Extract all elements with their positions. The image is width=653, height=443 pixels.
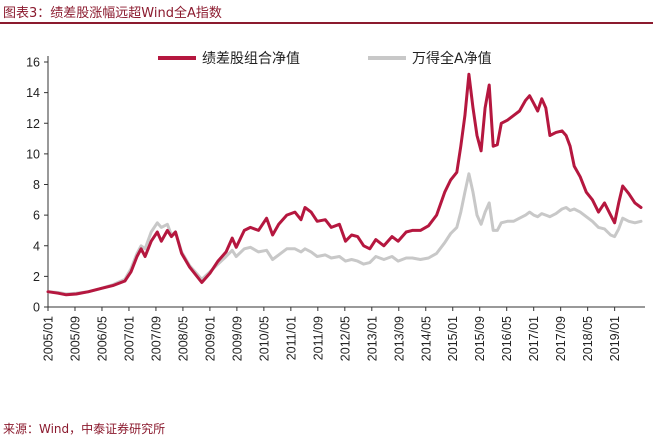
- x-tick-label: 2011/09: [311, 316, 325, 360]
- x-tick-label: 2016/05: [500, 316, 514, 361]
- x-tick-label: 2015/09: [473, 316, 487, 361]
- y-tick-label: 10: [26, 147, 40, 161]
- series-line-1: [46, 72, 643, 297]
- y-tick-label: 12: [26, 117, 40, 131]
- y-tick-label: 16: [26, 56, 40, 70]
- x-tick-label: 2011/01: [284, 316, 298, 360]
- x-tick-label: 2013/09: [392, 316, 406, 361]
- y-tick-label: 2: [33, 270, 40, 284]
- series-line-2: [46, 172, 643, 296]
- x-tick-label: 2007/01: [122, 316, 136, 361]
- legend: 绩差股组合净值 万得全A净值: [158, 50, 492, 67]
- x-tick-label: 2018/05: [581, 316, 595, 361]
- x-tick-label: 2005/01: [42, 316, 56, 361]
- x-tick-label: 2009/01: [203, 316, 217, 361]
- legend-label-series-2: 万得全A净值: [412, 50, 492, 67]
- figure-source: 来源：Wind，中泰证券研究所: [3, 422, 166, 436]
- x-tick-label: 2006/05: [95, 316, 109, 361]
- x-tick-label: 2009/09: [230, 316, 244, 361]
- x-tick-label: 2013/01: [365, 316, 379, 361]
- x-tick-label: 2017/09: [554, 316, 568, 361]
- y-tick-label: 0: [33, 301, 40, 315]
- y-tick-label: 4: [33, 239, 40, 253]
- x-tick-label: 2019/01: [608, 316, 622, 361]
- legend-label-series-1: 绩差股组合净值: [202, 51, 300, 67]
- x-tick-label: 2015/01: [446, 316, 460, 361]
- figure-title: 图表3：绩差股涨幅远超Wind全A指数: [3, 6, 222, 21]
- y-axis: 0 2 4 6 8 10 12 14 16: [26, 56, 49, 315]
- x-axis: 2005/01 2005/09 2006/05 2007/01 2007/09 2008/…: [42, 306, 645, 361]
- x-tick-label: 2017/01: [527, 316, 541, 361]
- x-tick-label: 2007/09: [149, 316, 163, 361]
- x-tick-label: 2012/05: [338, 316, 352, 361]
- y-tick-label: 8: [33, 178, 40, 192]
- x-tick-label: 2014/05: [419, 316, 433, 361]
- y-tick-label: 14: [26, 86, 40, 100]
- x-tick-label: 2008/05: [176, 316, 190, 361]
- x-tick-label: 2010/05: [257, 316, 271, 361]
- x-tick-label: 2005/09: [68, 316, 82, 361]
- y-tick-label: 6: [33, 209, 40, 223]
- plot-series: [46, 72, 643, 297]
- title-divider: [0, 22, 653, 24]
